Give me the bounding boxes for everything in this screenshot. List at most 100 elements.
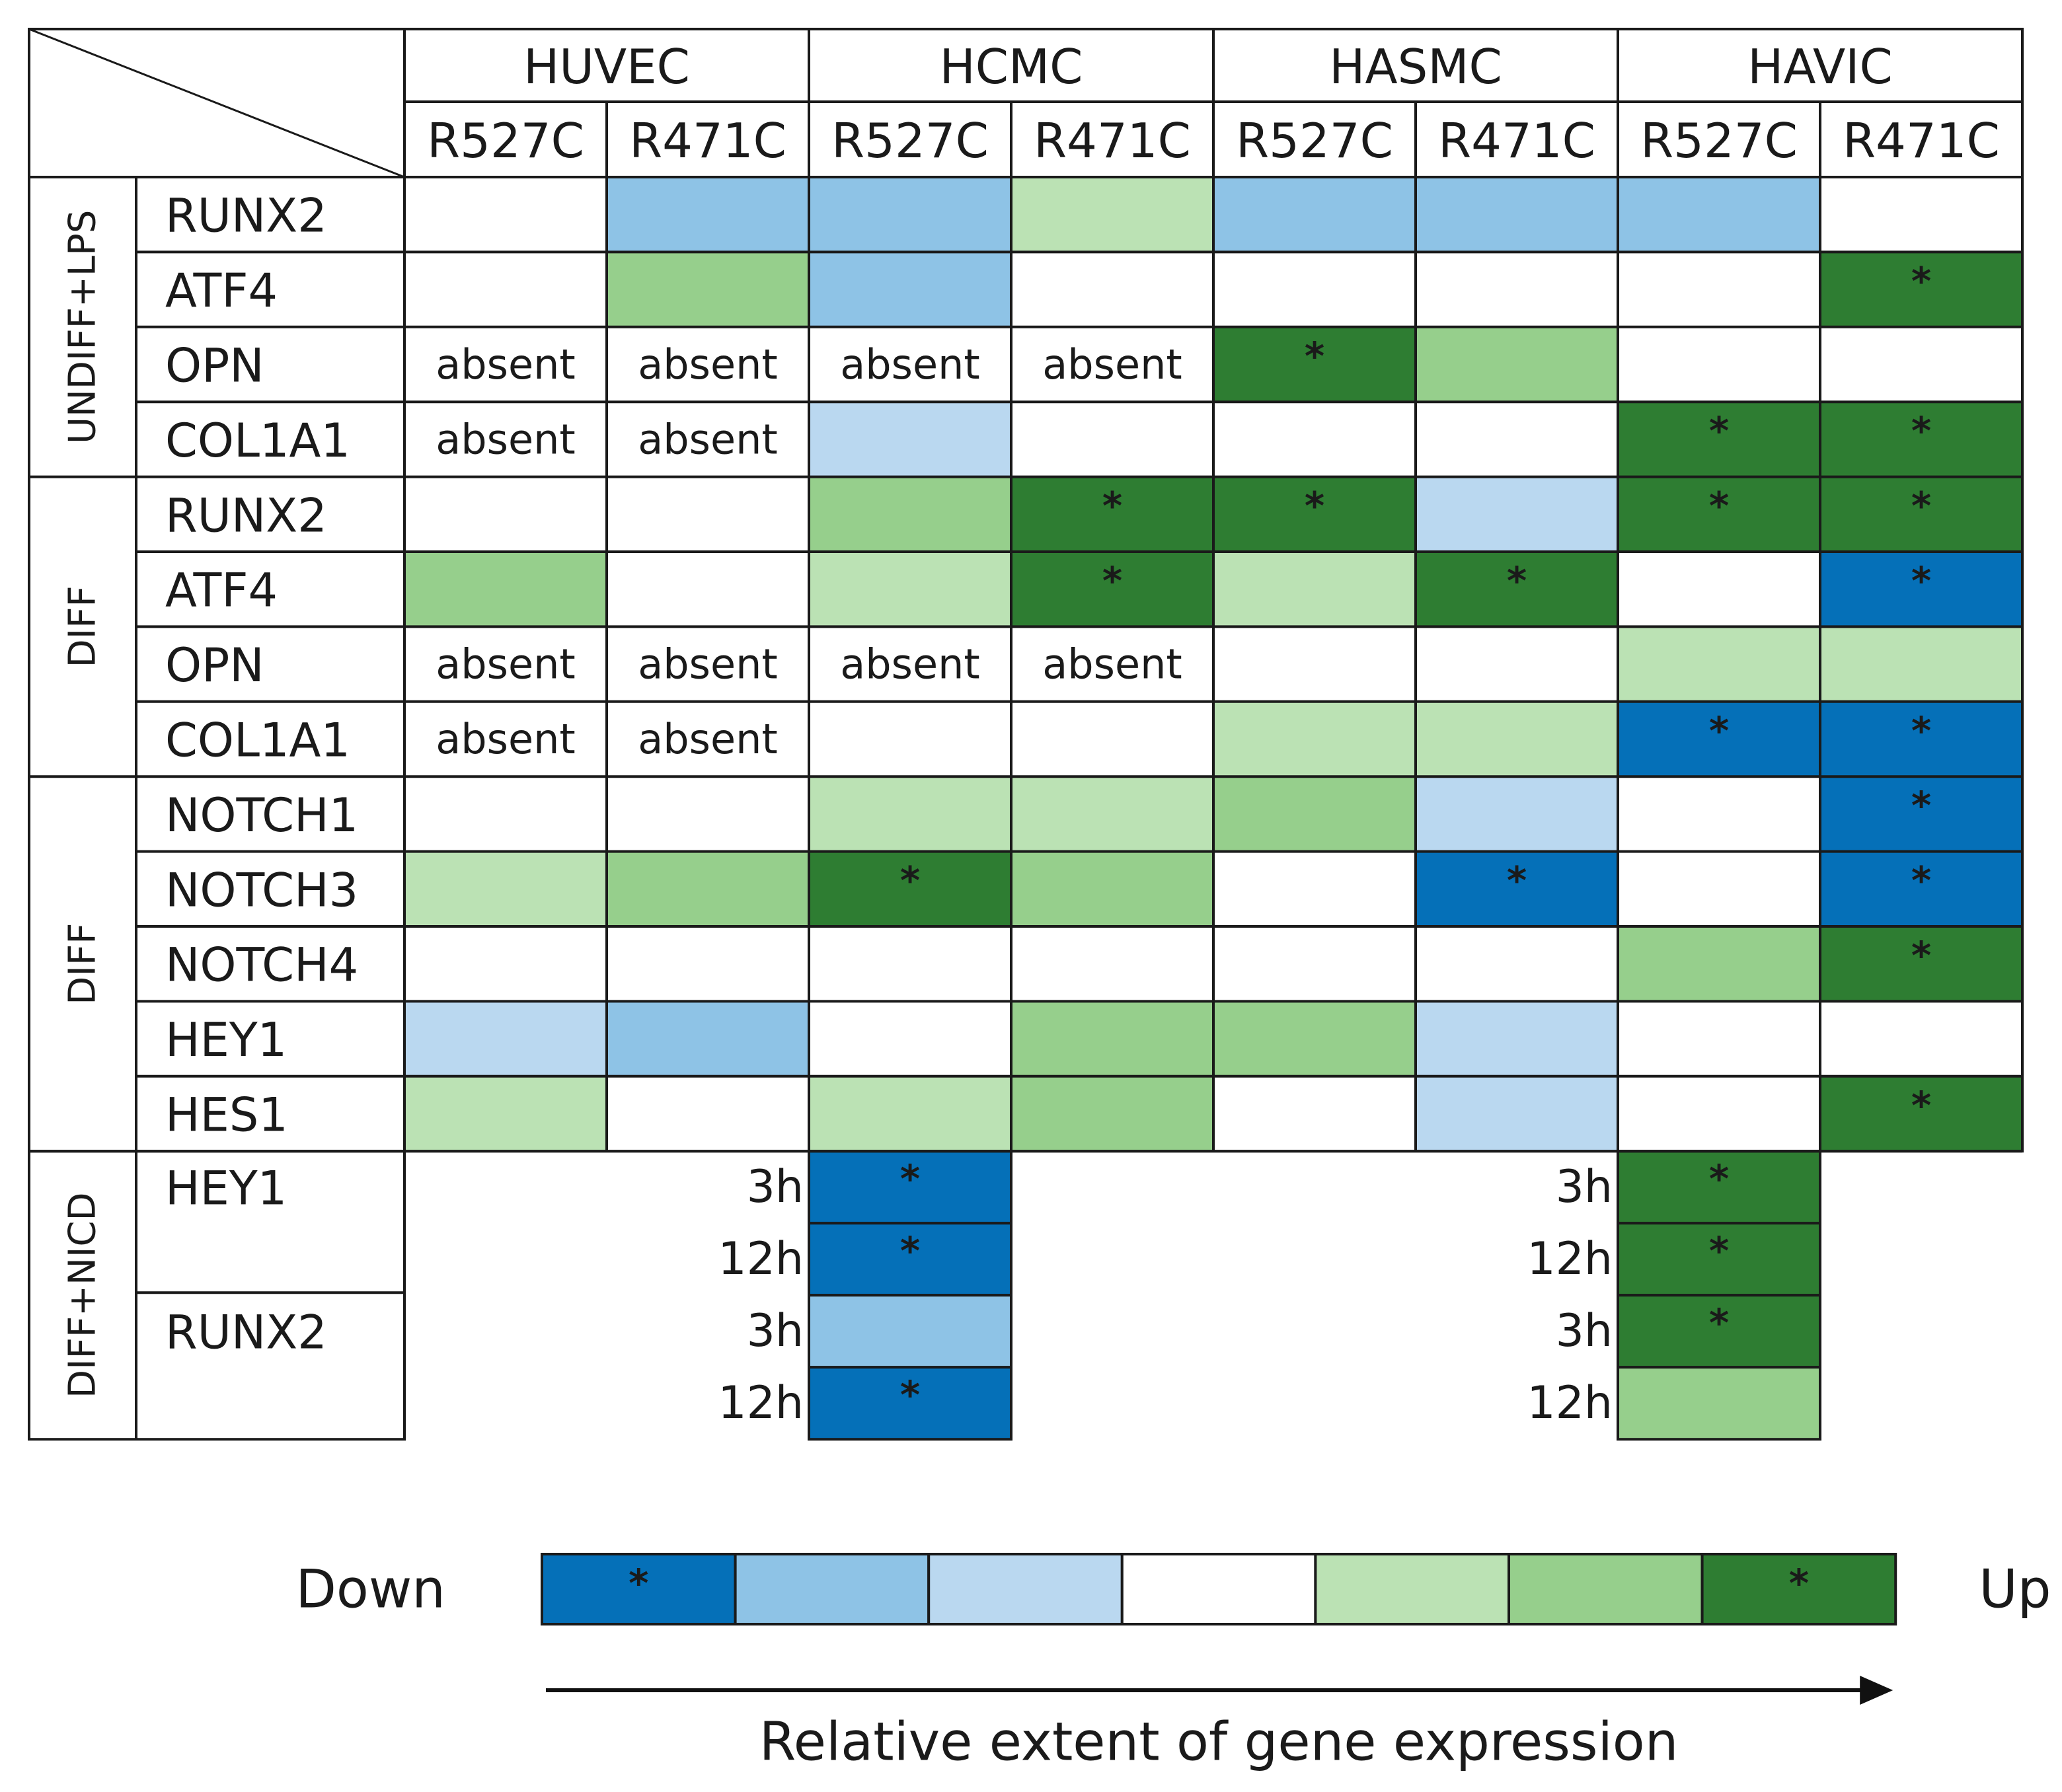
absent-label: absent	[638, 415, 777, 463]
group-label: DIFF	[61, 585, 104, 667]
nicd-cell-havic-runx2-3h	[1617, 1294, 1821, 1369]
significance-star: *	[1709, 408, 1729, 453]
nicd-time-label: 3h	[1556, 1161, 1613, 1213]
cell-runx2-hcmc-r527c	[809, 177, 1011, 252]
gene-label-atf4: ATF4	[165, 264, 278, 318]
cell-opn-huvec-r527c	[404, 626, 607, 702]
significance-star: *	[1709, 484, 1729, 529]
mutation-header-hcmc-r471c: R471C	[1034, 113, 1191, 168]
cell-notch4-havic-r471c	[1820, 926, 2022, 1002]
significance-star: *	[1709, 1156, 1729, 1201]
cell-atf4-huvec-r527c	[404, 252, 607, 327]
significance-star: *	[1911, 783, 1931, 828]
absent-label: absent	[436, 715, 575, 763]
cell-col1a1-huvec-r471c	[607, 402, 809, 477]
cell-atf4-hcmc-r527c	[809, 252, 1011, 327]
cell-notch1-hasmc-r471c	[1416, 776, 1618, 852]
cell-notch3-hasmc-r471c	[1416, 851, 1618, 926]
cell-atf4-huvec-r527c	[404, 552, 607, 627]
significance-star: *	[1709, 1228, 1729, 1273]
cell-opn-hcmc-r527c	[809, 326, 1011, 402]
nicd-time-label: 3h	[747, 1161, 804, 1213]
cell-col1a1-hcmc-r471c	[1011, 701, 1213, 777]
cell-atf4-hcmc-r471c	[1011, 252, 1213, 327]
cell-notch3-havic-r527c	[1618, 851, 1820, 926]
cell-hey1-huvec-r471c	[607, 1001, 809, 1076]
cell-hey1-havic-r527c	[1618, 1001, 1820, 1076]
legend-swatch-level--1	[927, 1553, 1124, 1625]
legend-swatch-level-1	[1314, 1553, 1511, 1625]
absent-label: absent	[436, 640, 575, 689]
mutation-header-huvec-r527c: R527C	[427, 113, 584, 168]
significance-star: *	[1305, 334, 1324, 379]
significance-star: *	[1911, 484, 1931, 529]
significance-star: *	[900, 1228, 920, 1273]
significance-star: *	[1911, 708, 1931, 753]
cell-hes1-huvec-r471c	[607, 1076, 809, 1152]
legend-swatch-level-2	[1508, 1553, 1704, 1625]
nicd-block-border	[28, 1150, 406, 1441]
cell-hes1-huvec-r527c	[404, 1076, 607, 1152]
nicd-time-label: 3h	[747, 1305, 804, 1357]
absent-label: absent	[638, 715, 777, 763]
cell-col1a1-havic-r527c	[1618, 402, 1820, 477]
significance-star: *	[1911, 558, 1931, 603]
gene-label-runx2: RUNX2	[165, 189, 327, 243]
cell-runx2-huvec-r527c	[404, 177, 607, 252]
cell-notch3-huvec-r527c	[404, 851, 607, 926]
nicd-cell-hcmc-runx2-12h	[808, 1366, 1012, 1441]
cell-atf4-huvec-r471c	[607, 552, 809, 627]
legend-down-label: Down	[295, 1559, 445, 1620]
legend-swatch-level-0	[1120, 1553, 1317, 1625]
cell-runx2-hasmc-r527c	[1213, 476, 1416, 552]
gene-label-notch4: NOTCH4	[165, 938, 358, 992]
cell-line-header-hasmc: HASMC	[1329, 39, 1502, 94]
mutation-header-hasmc-r471c: R471C	[1438, 113, 1595, 168]
cell-notch1-hasmc-r527c	[1213, 776, 1416, 852]
corner-diagonal	[28, 28, 405, 178]
gene-label-hes1: HES1	[165, 1088, 288, 1142]
significance-star: *	[900, 858, 920, 903]
cell-line-header-hcmc: HCMC	[940, 39, 1083, 94]
legend-star: *	[1789, 1561, 1809, 1606]
cell-col1a1-hasmc-r471c	[1416, 402, 1618, 477]
legend-swatch-level--2	[734, 1553, 931, 1625]
cell-hes1-hasmc-r471c	[1416, 1076, 1618, 1152]
cell-runx2-huvec-r471c	[607, 476, 809, 552]
significance-star: *	[900, 1156, 920, 1201]
absent-label: absent	[1042, 340, 1182, 389]
mutation-header-havic-r527c: R527C	[1640, 113, 1798, 168]
absent-label: absent	[436, 340, 575, 389]
cell-col1a1-hcmc-r527c	[809, 402, 1011, 477]
cell-runx2-huvec-r527c	[404, 476, 607, 552]
cell-opn-havic-r527c	[1618, 626, 1820, 702]
mutation-header-huvec-r471c: R471C	[629, 113, 786, 168]
gene-label-hey1: HEY1	[165, 1013, 287, 1067]
nicd-cell-hcmc-hey1-3h	[808, 1150, 1012, 1225]
cell-hey1-hasmc-r527c	[1213, 1001, 1416, 1076]
absent-label: absent	[638, 340, 777, 389]
nicd-time-label: 3h	[1556, 1305, 1613, 1357]
cell-notch4-huvec-r527c	[404, 926, 607, 1002]
cell-notch1-hcmc-r527c	[809, 776, 1011, 852]
significance-star: *	[1911, 933, 1931, 978]
legend-star: *	[629, 1561, 648, 1606]
cell-line-header-havic: HAVIC	[1747, 39, 1893, 94]
cell-hes1-havic-r527c	[1618, 1076, 1820, 1152]
cell-hey1-havic-r471c	[1820, 1001, 2022, 1076]
cell-opn-havic-r471c	[1820, 626, 2022, 702]
cell-opn-hasmc-r471c	[1416, 626, 1618, 702]
cell-notch4-huvec-r471c	[607, 926, 809, 1002]
gene-label-notch1: NOTCH1	[165, 788, 358, 842]
cell-opn-huvec-r471c	[607, 626, 809, 702]
cell-runx2-hcmc-r471c	[1011, 177, 1213, 252]
cell-hey1-huvec-r527c	[404, 1001, 607, 1076]
cell-col1a1-hcmc-r527c	[809, 701, 1011, 777]
gene-label-opn: OPN	[165, 339, 264, 393]
gene-label-notch3: NOTCH3	[165, 863, 358, 917]
cell-hey1-hcmc-r471c	[1011, 1001, 1213, 1076]
cell-notch3-hasmc-r527c	[1213, 851, 1416, 926]
cell-hes1-havic-r471c	[1820, 1076, 2022, 1152]
absent-label: absent	[638, 640, 777, 689]
